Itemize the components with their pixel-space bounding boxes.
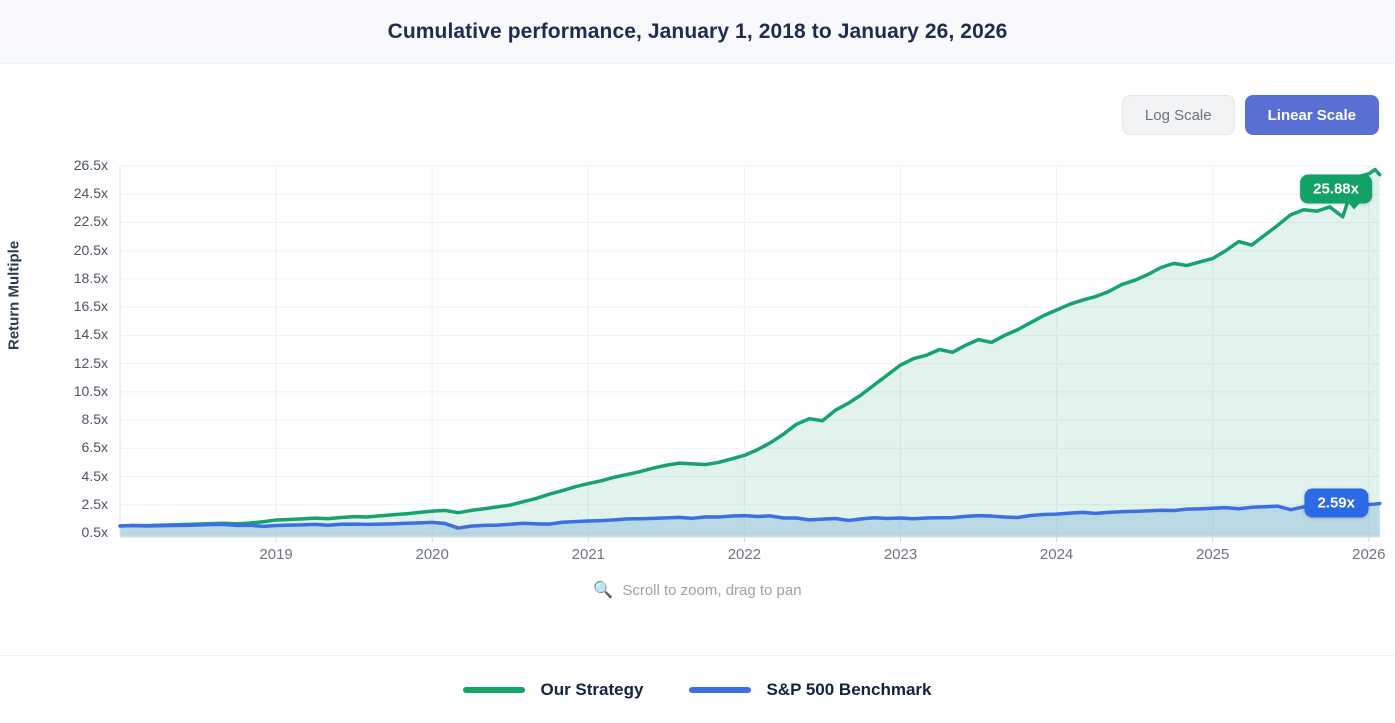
legend-label-strategy: Our Strategy xyxy=(540,679,644,699)
benchmark-line-swatch xyxy=(689,686,752,693)
x-tick-label: 2023 xyxy=(883,546,918,563)
zoom-pan-hint: 🔍 Scroll to zoom, drag to pan xyxy=(0,576,1395,604)
performance-chart[interactable] xyxy=(0,140,1395,570)
log-scale-button[interactable]: Log Scale xyxy=(1121,95,1235,135)
y-tick-label: 0.5x xyxy=(81,524,108,540)
x-tick-label: 2021 xyxy=(571,546,605,563)
legend-item-strategy[interactable]: Our Strategy xyxy=(463,680,643,700)
chart-header: Cumulative performance, January 1, 2018 … xyxy=(0,0,1395,64)
chart-stage: Return Multiple 25.88x 2.59x 26.5x 24.5x 2… xyxy=(0,140,1395,570)
chart-legend: Our Strategy S&P 500 Benchmark xyxy=(0,655,1395,723)
x-tick-label: 2024 xyxy=(1039,546,1074,563)
strategy-line-swatch xyxy=(463,686,526,693)
y-tick-label: 4.5x xyxy=(81,467,108,484)
y-tick-label: 8.5x xyxy=(81,411,108,428)
benchmark-end-value-badge: 2.59x xyxy=(1304,488,1368,518)
x-tick-label: 2026 xyxy=(1352,546,1386,563)
badge-tail xyxy=(1348,202,1360,210)
scale-toggle-toolbar: Log Scale Linear Scale xyxy=(1121,95,1379,135)
hint-text: Scroll to zoom, drag to pan xyxy=(622,581,802,599)
y-tick-label: 20.5x xyxy=(73,241,108,258)
x-tick-label: 2019 xyxy=(259,546,293,563)
legend-label-benchmark: S&P 500 Benchmark xyxy=(766,679,932,699)
x-tick-label: 2020 xyxy=(415,546,449,563)
y-tick-label: 2.5x xyxy=(81,495,108,512)
y-tick-label: 12.5x xyxy=(73,354,108,371)
page-title: Cumulative performance, January 1, 2018 … xyxy=(387,19,1008,43)
strategy-end-value-badge: 25.88x xyxy=(1300,174,1372,210)
y-tick-label: 16.5x xyxy=(73,298,108,315)
y-axis-title: Return Multiple xyxy=(5,240,23,350)
y-tick-label: 10.5x xyxy=(73,382,108,399)
magnifier-icon: 🔍 xyxy=(593,582,614,599)
y-tick-label: 22.5x xyxy=(73,213,108,230)
x-tick-label: 2022 xyxy=(727,546,762,563)
y-tick-label: 14.5x xyxy=(73,326,108,343)
y-tick-label: 24.5x xyxy=(73,185,108,202)
y-tick-label: 26.5x xyxy=(73,157,108,173)
legend-item-benchmark[interactable]: S&P 500 Benchmark xyxy=(689,679,932,700)
y-tick-label: 6.5x xyxy=(81,439,108,456)
x-tick-label: 2025 xyxy=(1196,546,1230,563)
y-tick-label: 18.5x xyxy=(73,269,108,286)
linear-scale-button[interactable]: Linear Scale xyxy=(1244,95,1379,135)
